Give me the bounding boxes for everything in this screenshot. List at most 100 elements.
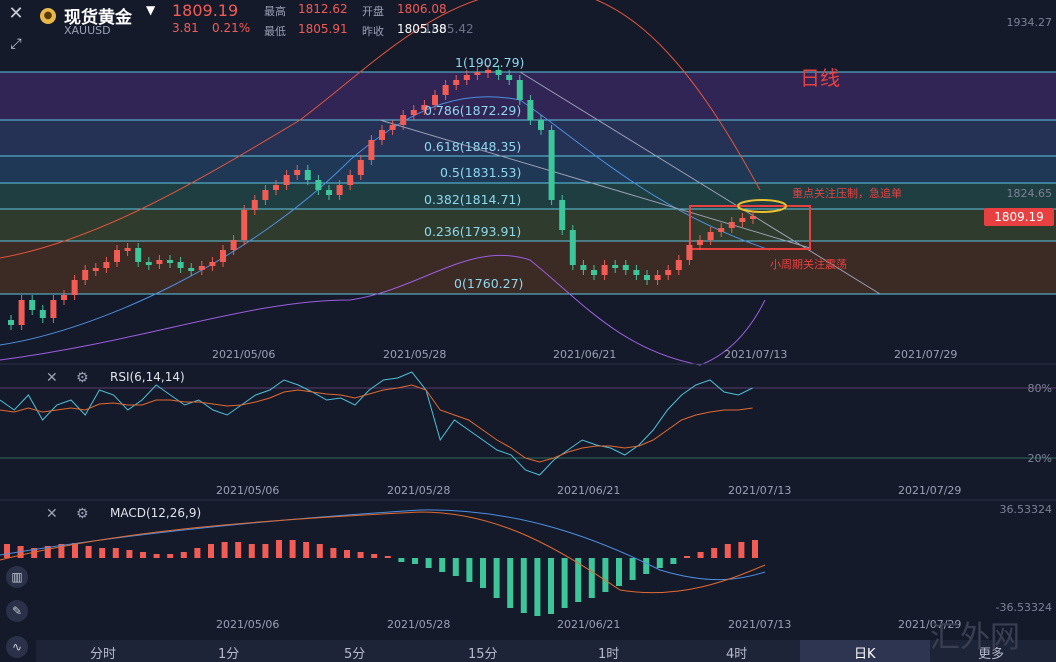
- open-label: 开盘: [362, 5, 384, 18]
- candle: [633, 270, 640, 275]
- candle: [569, 230, 576, 265]
- macd-axis-bottom: -36.53324: [995, 601, 1052, 614]
- tab-1min[interactable]: 1分: [218, 647, 240, 662]
- candle: [485, 70, 491, 73]
- macd-bar: [4, 544, 10, 558]
- tab-more[interactable]: 更多: [978, 647, 1005, 662]
- close-panel-icon[interactable]: ✕: [46, 506, 58, 522]
- fib-band-4: [0, 183, 1056, 209]
- fib-label-0236: 0.236(1793.91): [424, 224, 522, 239]
- candle: [580, 265, 587, 270]
- macd-bar: [480, 558, 486, 588]
- draw-line-icon[interactable]: ∿: [6, 636, 28, 658]
- candle: [453, 80, 460, 85]
- candle: [82, 270, 89, 280]
- watermark: 汇外网: [930, 620, 1020, 655]
- timeframe-tabs: 分时 1分 5分 15分 1时 4时 日K 更多: [36, 640, 1056, 662]
- indicator-icon[interactable]: ▥: [6, 566, 28, 588]
- macd-bar: [548, 558, 554, 614]
- macd-axis-top: 36.53324: [999, 503, 1053, 516]
- macd-bar: [697, 552, 704, 558]
- candle: [495, 70, 502, 75]
- tab-daily[interactable]: 日K: [854, 647, 876, 662]
- date-label: 2021/05/28: [387, 618, 451, 631]
- date-label: 2021/07/29: [894, 348, 958, 361]
- macd-bar: [575, 558, 582, 602]
- candle: [29, 300, 36, 310]
- tab-4hour[interactable]: 4时: [726, 647, 748, 662]
- prev-close-ghost: 1805.42: [424, 22, 474, 36]
- instrument-symbol: XAUUSD: [64, 24, 111, 37]
- instrument-title[interactable]: 现货黄金: [64, 8, 132, 28]
- tab-5min[interactable]: 5分: [344, 647, 366, 662]
- rsi-80-label: 80%: [1027, 382, 1052, 395]
- candle: [432, 95, 438, 105]
- tab-1hour[interactable]: 1时: [598, 647, 620, 662]
- macd-bar: [194, 548, 201, 558]
- pen-icon[interactable]: ✎: [6, 600, 28, 622]
- candlestick-series: [8, 65, 756, 330]
- candle: [654, 275, 661, 280]
- caret-down-icon[interactable]: ▼: [146, 3, 156, 17]
- candle: [516, 80, 523, 100]
- date-label: 2021/05/28: [383, 348, 447, 361]
- price-axis-mid: 1824.65: [1006, 187, 1053, 200]
- candle: [50, 300, 57, 318]
- macd-bar: [384, 556, 391, 558]
- candle: [591, 270, 597, 275]
- candle: [251, 200, 258, 210]
- macd-bar: [670, 558, 677, 564]
- candle: [347, 175, 354, 185]
- candle: [315, 180, 322, 190]
- macd-bar: [72, 543, 78, 558]
- candle: [400, 115, 407, 125]
- candle: [538, 120, 544, 130]
- candle: [156, 260, 163, 264]
- candle: [167, 260, 173, 263]
- macd-bar: [316, 544, 323, 558]
- macd-line: [0, 511, 766, 594]
- tab-15min[interactable]: 15分: [468, 647, 498, 662]
- fib-label-1: 1(1902.79): [455, 55, 525, 70]
- macd-bar: [344, 550, 350, 558]
- expand-icon[interactable]: ⤢: [10, 36, 22, 52]
- candle: [463, 75, 470, 80]
- macd-bar: [588, 558, 595, 598]
- settings-icon[interactable]: ⚙: [76, 370, 89, 386]
- macd-bar: [221, 542, 228, 558]
- candle: [61, 295, 67, 300]
- settings-icon[interactable]: ⚙: [76, 506, 89, 522]
- drawing-toolbar: ▥ ✎ ∿: [0, 562, 34, 662]
- close-panel-icon[interactable]: ✕: [46, 370, 58, 386]
- rsi-20-label: 20%: [1027, 452, 1052, 465]
- macd-bar: [724, 544, 731, 558]
- rsi-fast-line: [0, 371, 753, 476]
- annotation-range: 小周期关注震荡: [770, 258, 847, 271]
- candle: [506, 75, 513, 80]
- prev-close-label: 昨收: [362, 25, 384, 38]
- macd-bar: [452, 558, 459, 576]
- macd-bar: [262, 544, 269, 558]
- low-value: 1805.91: [298, 22, 348, 36]
- candle: [283, 175, 290, 185]
- candle: [474, 72, 481, 75]
- tab-timeline[interactable]: 分时: [90, 647, 117, 662]
- candle: [389, 125, 396, 130]
- macd-bar: [684, 556, 690, 558]
- annotation-pressure: 重点关注压制，急追单: [792, 187, 902, 200]
- macd-bar: [31, 548, 38, 558]
- highlight-box: [689, 205, 811, 250]
- candle: [421, 105, 428, 110]
- macd-bar: [398, 558, 405, 562]
- date-label: 2021/07/29: [898, 484, 962, 497]
- close-icon[interactable]: ✕: [8, 3, 24, 24]
- quote-header: ✕ ● 现货黄金 ▼ XAUUSD 1809.19 3.81 0.21% 最高 …: [0, 0, 1056, 40]
- macd-signal-line: [0, 509, 766, 581]
- macd-bar: [276, 540, 282, 558]
- candle: [39, 310, 46, 318]
- macd-bar: [493, 558, 500, 598]
- macd-bar: [235, 542, 242, 558]
- candle: [665, 270, 672, 275]
- candle: [135, 248, 142, 262]
- date-label: 2021/06/21: [557, 618, 621, 631]
